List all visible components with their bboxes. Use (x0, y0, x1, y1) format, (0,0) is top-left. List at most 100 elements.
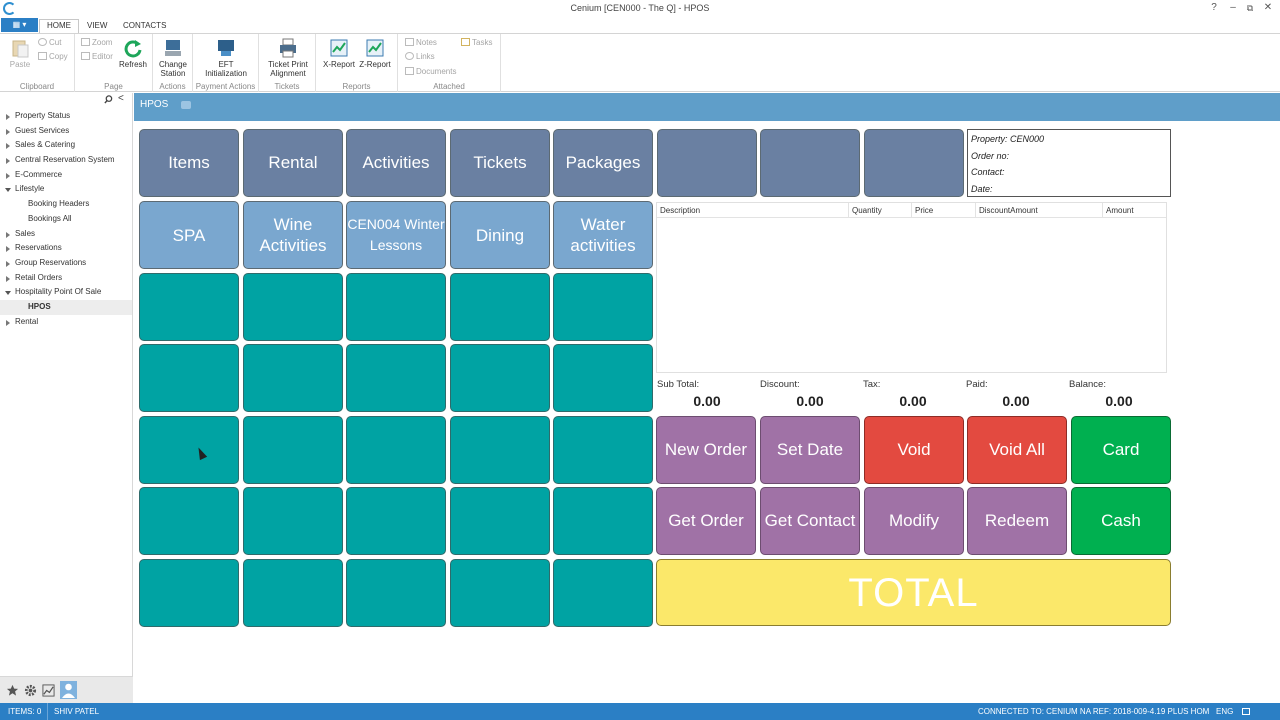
nav-item-booking-headers[interactable]: Booking Headers (0, 197, 132, 212)
get-order-button[interactable]: Get Order (656, 487, 756, 555)
file-menu-button[interactable]: ▦ ▾ (1, 18, 38, 32)
category-tile-packages[interactable]: Packages (553, 129, 653, 197)
void-button[interactable]: Void (864, 416, 964, 484)
card-payment-button[interactable]: Card (1071, 416, 1171, 484)
nav-item-rental[interactable]: Rental (0, 315, 132, 330)
paste-button[interactable]: Paste (8, 38, 32, 69)
collapsed-arrow-icon[interactable] (6, 319, 10, 326)
category-tile-rental[interactable]: Rental (243, 129, 343, 197)
cut-button[interactable]: Cut (38, 38, 61, 48)
column-discount-amount[interactable]: DiscountAmount (976, 203, 1103, 218)
user-icon[interactable] (60, 681, 77, 699)
chart-icon[interactable] (42, 684, 55, 697)
item-tile-empty[interactable] (243, 344, 343, 412)
gear-icon[interactable] (24, 684, 37, 697)
collapsed-arrow-icon[interactable] (6, 172, 10, 179)
collapsed-arrow-icon[interactable] (6, 246, 10, 253)
editor-button[interactable]: Editor (81, 52, 113, 62)
z-report-button[interactable]: Z-Report (358, 38, 392, 69)
nav-item-reservations[interactable]: Reservations (0, 241, 132, 256)
copy-button[interactable]: Copy (38, 52, 68, 62)
item-tile-empty[interactable] (450, 487, 550, 555)
close-button[interactable]: ✕ (1263, 2, 1273, 13)
collapsed-arrow-icon[interactable] (6, 128, 10, 135)
item-tile-empty[interactable] (553, 344, 653, 412)
collapsed-arrow-icon[interactable] (6, 260, 10, 267)
expanded-arrow-icon[interactable] (5, 291, 11, 296)
tab-contacts[interactable]: CONTACTS (123, 21, 167, 30)
column-description[interactable]: Description (657, 203, 849, 218)
category-tile-tickets[interactable]: Tickets (450, 129, 550, 197)
get-contact-button[interactable]: Get Contact (760, 487, 860, 555)
item-tile-empty[interactable] (553, 273, 653, 341)
nav-item-sales-catering[interactable]: Sales & Catering (0, 138, 132, 153)
item-tile-empty[interactable] (450, 416, 550, 484)
star-icon[interactable] (6, 684, 19, 697)
item-tile-empty[interactable] (346, 344, 446, 412)
subcategory-tile-cen004-winter-lessons[interactable]: CEN004 Winter Lessons (346, 201, 446, 269)
collapsed-arrow-icon[interactable] (6, 158, 10, 165)
nav-item-central-reservation-system[interactable]: Central Reservation System (0, 153, 132, 168)
nav-item-hospitality-point-of-sale[interactable]: Hospitality Point Of Sale (0, 285, 132, 300)
collapse-nav-button[interactable]: < (118, 93, 124, 104)
collapsed-arrow-icon[interactable] (6, 275, 10, 282)
cash-payment-button[interactable]: Cash (1071, 487, 1171, 555)
item-tile-empty[interactable] (243, 416, 343, 484)
item-tile-empty[interactable] (243, 487, 343, 555)
item-tile-empty[interactable] (346, 559, 446, 627)
search-icon[interactable] (104, 95, 113, 104)
subcategory-tile-wine-activities[interactable]: Wine Activities (243, 201, 343, 269)
x-report-button[interactable]: X-Report (322, 38, 356, 69)
redeem-button[interactable]: Redeem (967, 487, 1067, 555)
collapsed-arrow-icon[interactable] (6, 114, 10, 120)
nav-item-bookings-all[interactable]: Bookings All (0, 212, 132, 227)
restore-button[interactable]: ⧉ (1246, 3, 1254, 13)
subcategory-tile-spa[interactable]: SPA (139, 201, 239, 269)
column-price[interactable]: Price (912, 203, 976, 218)
modify-button[interactable]: Modify (864, 487, 964, 555)
ticket-print-alignment-button[interactable]: Ticket Print Alignment (265, 38, 311, 78)
item-tile-empty[interactable] (450, 559, 550, 627)
category-tile-items[interactable]: Items (139, 129, 239, 197)
tab-view[interactable]: VIEW (87, 21, 108, 30)
expanded-arrow-icon[interactable] (5, 188, 11, 193)
documents-button[interactable]: Documents (405, 67, 456, 77)
item-tile-empty[interactable] (243, 273, 343, 341)
eft-initialization-button[interactable]: EFT Initialization (200, 38, 252, 78)
item-tile-empty[interactable] (346, 273, 446, 341)
item-tile-empty[interactable] (139, 487, 239, 555)
item-tile-empty[interactable] (553, 487, 653, 555)
comment-icon[interactable] (181, 101, 191, 109)
change-station-button[interactable]: Change Station (156, 38, 190, 78)
category-tile-empty[interactable] (657, 129, 757, 197)
refresh-button[interactable]: Refresh (118, 38, 148, 69)
nav-item-group-reservations[interactable]: Group Reservations (0, 256, 132, 271)
zoom-button[interactable]: Zoom (81, 38, 112, 48)
item-tile-empty[interactable] (346, 487, 446, 555)
tab-home[interactable]: HOME (39, 19, 79, 33)
set-date-button[interactable]: Set Date (760, 416, 860, 484)
item-tile-empty[interactable] (243, 559, 343, 627)
item-tile-empty[interactable] (553, 559, 653, 627)
category-tile-empty[interactable] (864, 129, 964, 197)
item-tile-empty[interactable] (139, 273, 239, 341)
item-tile-empty[interactable] (553, 416, 653, 484)
new-order-button[interactable]: New Order (656, 416, 756, 484)
minimize-button[interactable]: – (1230, 2, 1236, 13)
nav-item-hpos[interactable]: HPOS (0, 299, 132, 315)
item-tile-empty[interactable] (139, 344, 239, 412)
column-quantity[interactable]: Quantity (849, 203, 912, 218)
category-tile-empty[interactable] (760, 129, 860, 197)
order-lines-table[interactable]: Description Quantity Price DiscountAmoun… (656, 202, 1167, 373)
item-tile-empty[interactable] (139, 416, 239, 484)
notes-button[interactable]: Notes (405, 38, 437, 48)
collapsed-arrow-icon[interactable] (6, 231, 10, 238)
nav-item-e-commerce[interactable]: E-Commerce (0, 168, 132, 183)
nav-item-property-status[interactable]: Property Status (0, 109, 132, 124)
nav-item-lifestyle[interactable]: Lifestyle (0, 182, 132, 197)
links-button[interactable]: Links (405, 52, 435, 62)
item-tile-empty[interactable] (450, 344, 550, 412)
subcategory-tile-dining[interactable]: Dining (450, 201, 550, 269)
total-button[interactable]: TOTAL (656, 559, 1171, 626)
item-tile-empty[interactable] (450, 273, 550, 341)
